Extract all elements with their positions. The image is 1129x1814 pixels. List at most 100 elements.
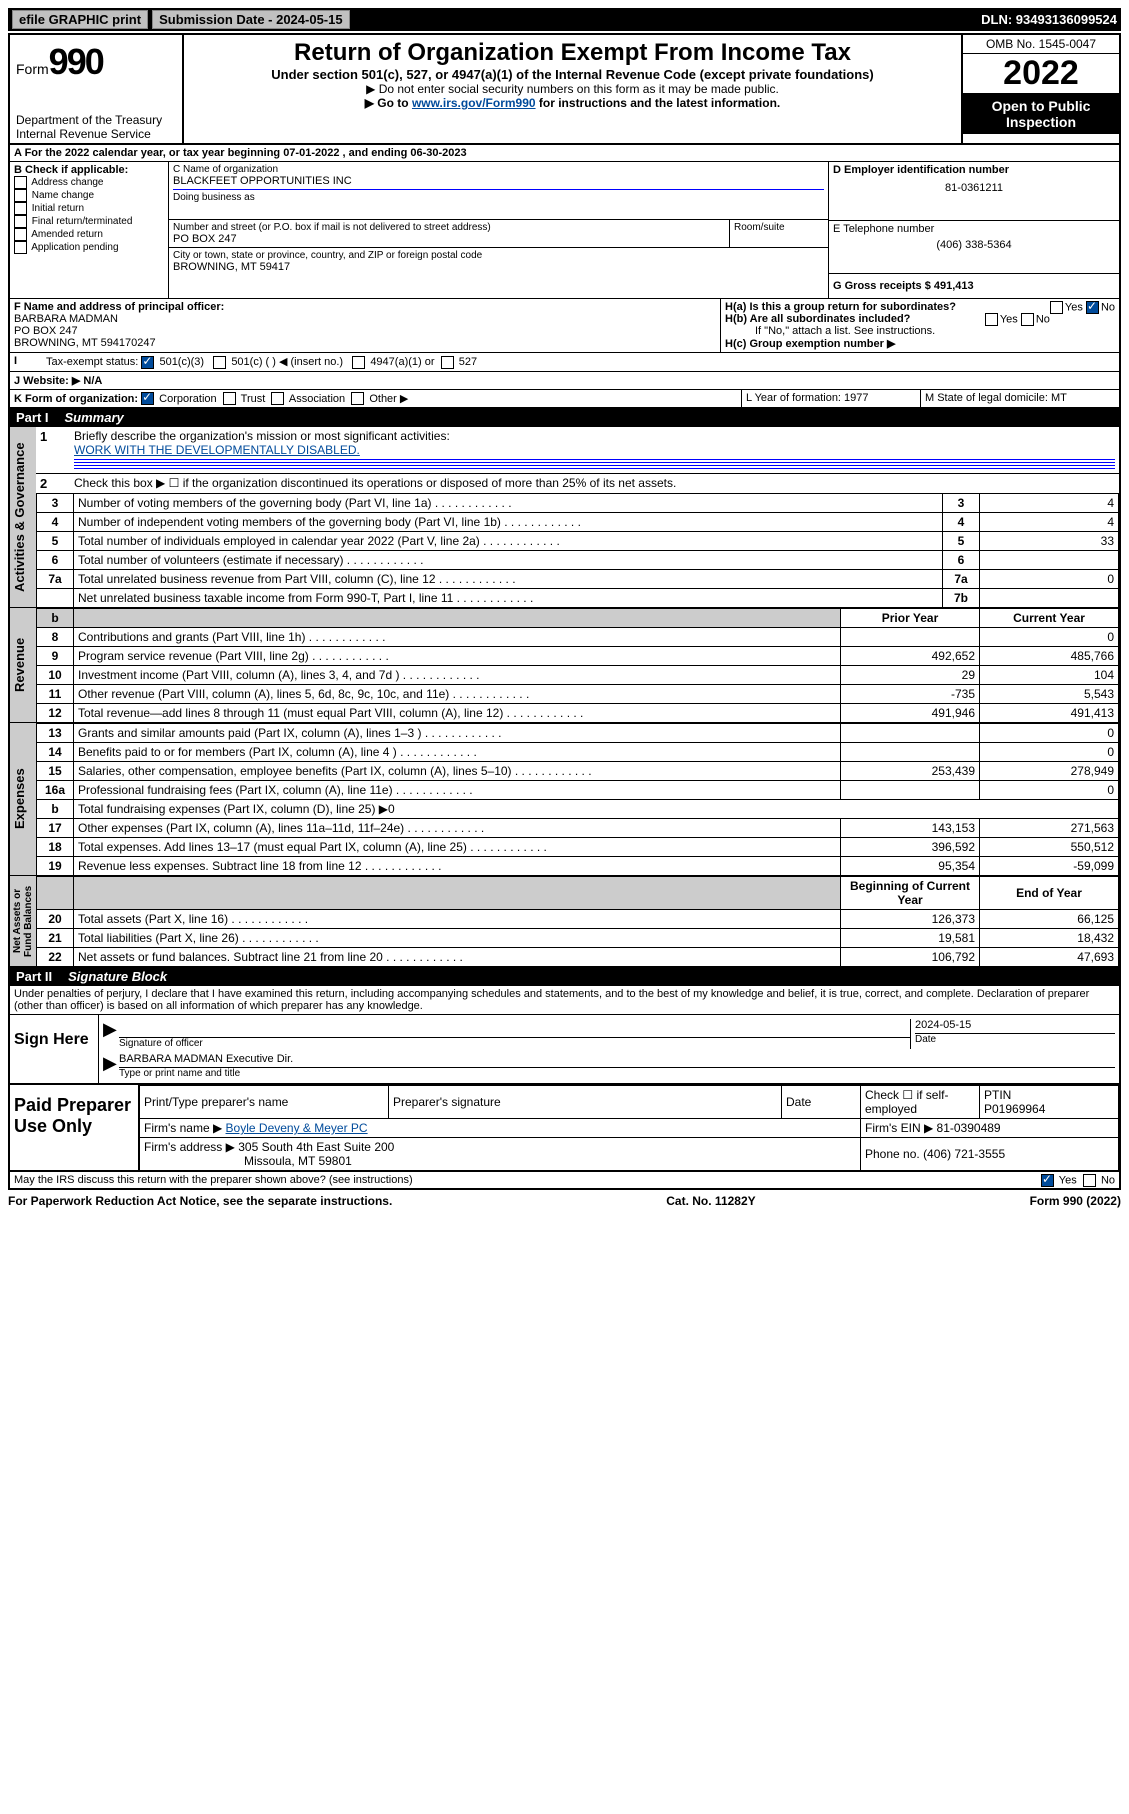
expenses-label: Expenses <box>10 723 36 876</box>
tax-year-text: A For the 2022 calendar year, or tax yea… <box>10 145 471 161</box>
part1-header: Part I Summary <box>10 408 1119 427</box>
dept-label: Department of the Treasury <box>16 113 176 127</box>
sig-date-label: Date <box>915 1034 1115 1045</box>
527-checkbox[interactable] <box>441 356 454 369</box>
mission-value: WORK WITH THE DEVELOPMENTALLY DISABLED. <box>74 443 360 457</box>
year-formation: L Year of formation: 1977 <box>741 390 921 408</box>
website-value: N/A <box>83 375 102 387</box>
gross-receipts: G Gross receipts $ 491,413 <box>829 274 1119 298</box>
top-bar: efile GRAPHIC print Submission Date - 20… <box>8 8 1121 31</box>
name-title-label: Type or print name and title <box>119 1068 1115 1079</box>
website-label: J Website: ▶ <box>14 375 80 387</box>
discuss-no-checkbox[interactable] <box>1083 1174 1096 1187</box>
trust-checkbox[interactable] <box>223 392 236 405</box>
state-domicile: M State of legal domicile: MT <box>921 390 1119 408</box>
ptin-value: P01969964 <box>984 1102 1045 1116</box>
check-applicable-option[interactable] <box>14 228 27 241</box>
city-label: City or town, state or province, country… <box>173 250 824 261</box>
hc-label: H(c) Group exemption number ▶ <box>725 337 1115 350</box>
street-label: Number and street (or P.O. box if mail i… <box>173 222 725 233</box>
hb-no-checkbox[interactable] <box>1021 313 1034 326</box>
submission-date-button[interactable]: Submission Date - 2024-05-15 <box>152 10 350 29</box>
check-applicable-option[interactable] <box>14 215 27 228</box>
firm-name-value[interactable]: Boyle Deveny & Meyer PC <box>226 1121 368 1135</box>
form-version: Form 990 (2022) <box>1030 1194 1121 1208</box>
mission-label: Briefly describe the organization's miss… <box>74 429 450 443</box>
form-label: Form <box>16 61 49 77</box>
preparer-table: Print/Type preparer's name Preparer's si… <box>139 1085 1119 1170</box>
check-applicable-option[interactable] <box>14 176 27 189</box>
tax-year: 2022 <box>963 54 1119 94</box>
revenue-label: Revenue <box>10 608 36 723</box>
other-checkbox[interactable] <box>351 392 364 405</box>
ptin-label: PTIN <box>984 1088 1011 1102</box>
discuss-yes-checkbox[interactable] <box>1041 1174 1054 1187</box>
prep-name-header: Print/Type preparer's name <box>140 1086 389 1119</box>
firm-phone-value: (406) 721-3555 <box>923 1147 1005 1161</box>
firm-ein-label: Firm's EIN ▶ <box>865 1121 933 1135</box>
activities-governance-label: Activities & Governance <box>10 427 36 608</box>
part2-header: Part II Signature Block <box>10 967 1119 986</box>
firm-addr-label: Firm's address ▶ <box>144 1140 235 1154</box>
sign-here-label: Sign Here <box>10 1015 99 1083</box>
omb-number: OMB No. 1545-0047 <box>963 35 1119 54</box>
check-applicable-option[interactable] <box>14 241 27 254</box>
check-applicable-label: B Check if applicable: <box>14 164 164 176</box>
ha-no-checkbox[interactable] <box>1086 301 1099 314</box>
officer-label: F Name and address of principal officer: <box>14 301 716 313</box>
goto-prefix: ▶ Go to <box>365 96 412 110</box>
city-value: BROWNING, MT 59417 <box>173 261 824 273</box>
form-header: Form990 Department of the Treasury Inter… <box>10 35 1119 145</box>
tax-exempt-label: Tax-exempt status: <box>46 356 138 368</box>
501c3-checkbox[interactable] <box>141 356 154 369</box>
firm-phone-label: Phone no. <box>865 1147 920 1161</box>
firm-name-label: Firm's name ▶ <box>144 1121 222 1135</box>
check-applicable-option[interactable] <box>14 202 27 215</box>
form-subtitle: Under section 501(c), 527, or 4947(a)(1)… <box>188 67 957 82</box>
irs-form990-link[interactable]: www.irs.gov/Form990 <box>412 96 536 110</box>
discontinued-check: Check this box ▶ ☐ if the organization d… <box>70 474 1119 493</box>
firm-addr-value2: Missoula, MT 59801 <box>244 1154 352 1168</box>
hb-yes-checkbox[interactable] <box>985 313 998 326</box>
open-public-badge: Open to Public Inspection <box>963 94 1119 134</box>
dba-label: Doing business as <box>173 192 824 203</box>
firm-addr-value1: 305 South 4th East Suite 200 <box>238 1140 394 1154</box>
officer-addr1: PO BOX 247 <box>14 325 716 337</box>
assoc-checkbox[interactable] <box>271 392 284 405</box>
net-assets-table: Beginning of Current YearEnd of Year20To… <box>36 876 1119 967</box>
governance-table: 3Number of voting members of the governi… <box>36 493 1119 608</box>
tax-year-line: A For the 2022 calendar year, or tax yea… <box>10 145 1119 162</box>
ssn-note: ▶ Do not enter social security numbers o… <box>188 82 957 96</box>
sig-date-value: 2024-05-15 <box>915 1019 1115 1031</box>
check-applicable-option[interactable] <box>14 189 27 202</box>
form-org-label: K Form of organization: <box>14 393 138 405</box>
cat-number: Cat. No. 11282Y <box>666 1194 755 1208</box>
501c-checkbox[interactable] <box>213 356 226 369</box>
efile-print-button[interactable]: efile GRAPHIC print <box>12 10 148 29</box>
paid-preparer-label: Paid Preparer Use Only <box>10 1085 139 1170</box>
hb-label: H(b) Are all subordinates included? <box>725 313 910 325</box>
corp-checkbox[interactable] <box>141 392 154 405</box>
h-note: If "No," attach a list. See instructions… <box>725 325 1115 337</box>
4947-checkbox[interactable] <box>352 356 365 369</box>
goto-suffix: for instructions and the latest informat… <box>536 96 781 110</box>
ha-yes-checkbox[interactable] <box>1050 301 1063 314</box>
net-assets-label: Net Assets or Fund Balances <box>10 876 36 967</box>
phone-label: E Telephone number <box>833 223 1115 235</box>
firm-ein-value: 81-0390489 <box>937 1121 1001 1135</box>
form-990-frame: Form990 Department of the Treasury Inter… <box>8 33 1121 1190</box>
signature-arrow-icon: ▶ <box>103 1019 119 1049</box>
dln-label: DLN: 93493136099524 <box>981 12 1117 27</box>
org-name-value: BLACKFEET OPPORTUNITIES INC <box>173 175 824 187</box>
phone-value: (406) 338-5364 <box>833 239 1115 251</box>
form-number: 990 <box>49 41 103 82</box>
form-title: Return of Organization Exempt From Incom… <box>188 39 957 67</box>
name-arrow-icon: ▶ <box>103 1053 119 1079</box>
prep-date-header: Date <box>782 1086 861 1119</box>
prep-sig-header: Preparer's signature <box>389 1086 782 1119</box>
ein-label: D Employer identification number <box>833 164 1115 176</box>
street-value: PO BOX 247 <box>173 233 725 245</box>
page-footer: For Paperwork Reduction Act Notice, see … <box>8 1190 1121 1208</box>
org-name-label: C Name of organization <box>173 164 824 175</box>
perjury-declaration: Under penalties of perjury, I declare th… <box>10 986 1119 1015</box>
